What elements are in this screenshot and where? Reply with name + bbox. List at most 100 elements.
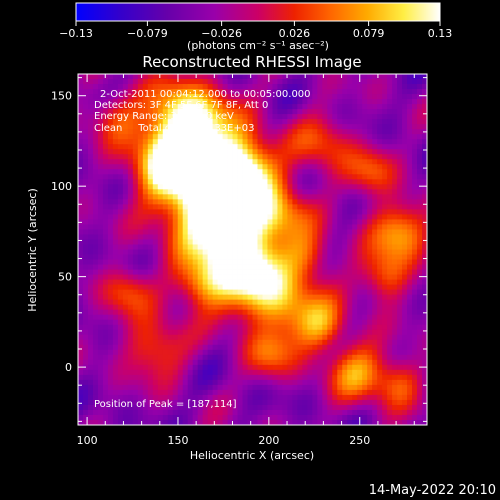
heatmap-cell (102, 129, 109, 135)
heatmap-cell (277, 369, 283, 376)
heatmap-cell (207, 219, 214, 225)
heatmap-cell (227, 374, 233, 381)
heatmap-cell (332, 359, 338, 366)
heatmap-cell (147, 124, 154, 130)
heatmap-cell (382, 399, 388, 406)
heatmap-cell (262, 239, 268, 245)
heatmap-cell (217, 294, 223, 301)
heatmap-cell (78, 304, 84, 311)
heatmap-cell (122, 149, 129, 155)
heatmap-cell (242, 74, 248, 80)
heatmap-cell (307, 369, 313, 376)
heatmap-cell (387, 79, 393, 85)
heatmap-cell (112, 94, 119, 100)
heatmap-cell (322, 99, 328, 105)
heatmap-cell (202, 304, 209, 311)
heatmap-cell (132, 129, 139, 135)
heatmap-cell (187, 174, 194, 180)
heatmap-cell (377, 314, 383, 321)
heatmap-cell (332, 289, 338, 296)
heatmap-cell (167, 359, 174, 366)
heatmap-cell (117, 269, 124, 275)
heatmap-cell (187, 184, 194, 190)
heatmap-cell (237, 339, 243, 346)
heatmap-cell (392, 254, 398, 260)
heatmap-cell (177, 159, 184, 165)
heatmap-cell (272, 319, 278, 326)
heatmap-cell (402, 149, 408, 155)
heatmap-cell (347, 204, 353, 210)
heatmap-cell (177, 264, 184, 270)
heatmap-cell (152, 169, 159, 175)
heatmap-cell (137, 179, 144, 185)
y-tick-label: 100 (51, 180, 72, 193)
heatmap-cell (352, 149, 358, 155)
heatmap-cell (217, 379, 223, 386)
heatmap-cell (297, 219, 303, 225)
heatmap-cell (297, 264, 303, 270)
heatmap-cell (317, 204, 323, 210)
heatmap-cell (342, 419, 348, 425)
heatmap-cell (287, 199, 293, 205)
heatmap-cell (102, 114, 109, 120)
heatmap-cell (152, 84, 159, 90)
heatmap-cell (347, 129, 353, 135)
heatmap-cell (372, 394, 378, 401)
heatmap-cell (222, 399, 228, 406)
heatmap-cell (232, 319, 238, 326)
heatmap-cell (312, 274, 318, 280)
heatmap-cell (232, 124, 238, 130)
heatmap-cell (317, 99, 323, 105)
heatmap-cell (202, 294, 209, 301)
heatmap-cell (232, 84, 238, 90)
heatmap-cell (272, 164, 278, 170)
heatmap-cell (397, 409, 403, 416)
heatmap-cell (87, 194, 94, 200)
heatmap-cell (262, 349, 268, 356)
heatmap-cell (217, 94, 223, 100)
heatmap-cell (402, 104, 408, 110)
heatmap-cell (167, 329, 174, 336)
heatmap-cell (87, 299, 94, 306)
heatmap-cell (302, 104, 308, 110)
heatmap-cell (342, 129, 348, 135)
heatmap-cell (282, 89, 288, 95)
heatmap-cell (342, 344, 348, 351)
heatmap-cell (227, 414, 233, 421)
heatmap-cell (162, 214, 169, 220)
heatmap-cell (287, 254, 293, 260)
heatmap-cell (177, 134, 184, 140)
heatmap-cell (247, 364, 253, 371)
heatmap-cell (167, 349, 174, 356)
heatmap-cell (132, 274, 139, 280)
heatmap-cell (347, 139, 353, 145)
heatmap-cell (412, 389, 418, 396)
heatmap-cell (147, 244, 154, 250)
heatmap-cell (242, 389, 248, 396)
heatmap-cell (92, 404, 99, 411)
heatmap-cell (192, 159, 199, 165)
heatmap-cell (307, 169, 313, 175)
heatmap-cell (147, 399, 154, 406)
heatmap-cell (382, 229, 388, 235)
heatmap-cell (197, 394, 204, 401)
heatmap-cell (167, 114, 174, 120)
heatmap-cell (332, 409, 338, 416)
heatmap-cell (322, 219, 328, 225)
heatmap-cell (392, 244, 398, 250)
heatmap-cell (82, 159, 89, 165)
heatmap-cell (377, 84, 383, 90)
heatmap-cell (162, 184, 169, 190)
heatmap-cell (157, 99, 164, 105)
heatmap-cell (82, 119, 89, 125)
heatmap-cell (82, 299, 89, 306)
heatmap-cell (247, 389, 253, 396)
heatmap-cell (242, 129, 248, 135)
heatmap-cell (247, 224, 253, 230)
heatmap-cell (307, 164, 313, 170)
heatmap-cell (117, 189, 124, 195)
heatmap-cell (282, 419, 288, 425)
heatmap-cell (147, 214, 154, 220)
heatmap-cell (282, 329, 288, 336)
heatmap-cell (177, 289, 184, 296)
